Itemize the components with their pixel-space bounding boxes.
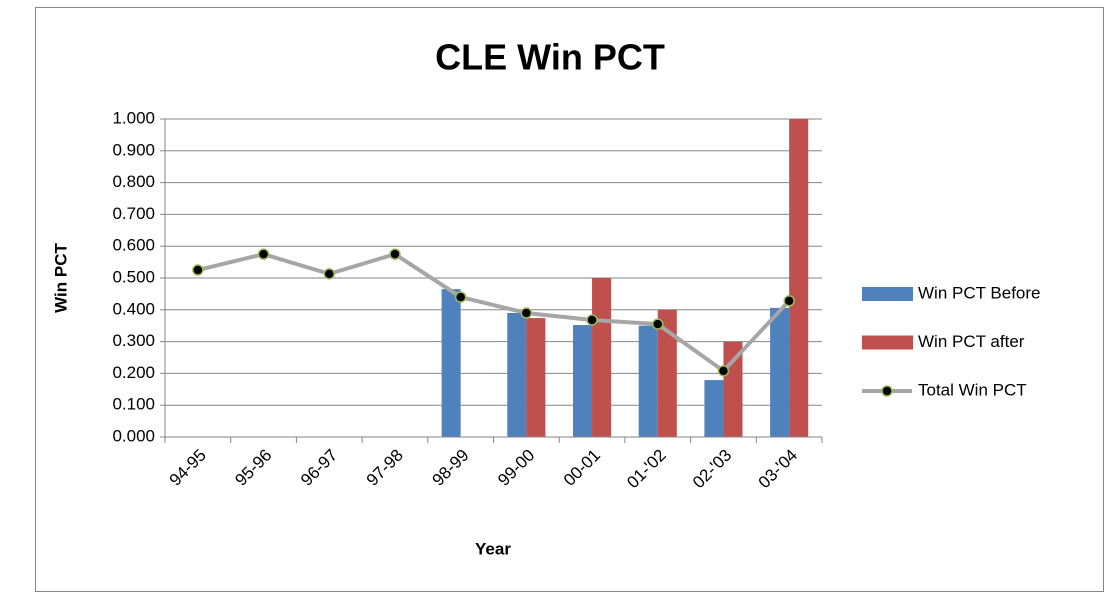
line-marker (717, 365, 730, 377)
y-tick-label: 0.700 (112, 204, 155, 223)
y-tick-label: 0.000 (112, 426, 155, 445)
x-axis-label: Year (475, 539, 511, 558)
legend-marker (881, 385, 893, 397)
legend-label: Total Win PCT (918, 380, 1027, 399)
line-marker (257, 248, 270, 260)
bar (507, 312, 527, 437)
line-marker (454, 291, 467, 303)
y-tick-label: 0.300 (112, 331, 155, 350)
y-tick-label: 1.000 (112, 108, 155, 127)
y-tick-label: 0.800 (112, 172, 155, 191)
bar (770, 307, 790, 437)
y-tick-label: 0.500 (112, 267, 155, 286)
line-marker (520, 307, 533, 319)
line-marker (586, 314, 598, 326)
line-marker (192, 264, 204, 276)
y-tick-label: 0.100 (112, 395, 155, 414)
line-marker (323, 268, 335, 280)
chart-title: CLE Win PCT (435, 37, 665, 78)
y-axis-label: Win PCT (51, 243, 70, 313)
line-marker (389, 248, 401, 260)
bar (441, 289, 461, 437)
bar (572, 325, 593, 437)
y-tick-label: 0.400 (112, 299, 155, 318)
y-tick-label: 0.200 (112, 363, 155, 382)
bar (657, 309, 677, 437)
legend-label: Win PCT Before (918, 283, 1041, 302)
legend-swatch (862, 335, 913, 350)
legend-swatch (862, 287, 913, 301)
bar (789, 119, 809, 437)
bar (638, 325, 658, 437)
bar (704, 380, 724, 437)
line-marker (652, 318, 664, 330)
chart-frame (35, 7, 1104, 592)
legend-label: Win PCT after (918, 332, 1025, 351)
line (197, 252, 791, 373)
bar (526, 318, 546, 437)
line-marker (783, 295, 795, 307)
y-tick-label: 0.900 (112, 140, 155, 159)
y-tick-label: 0.600 (112, 236, 155, 255)
bar (592, 278, 612, 437)
